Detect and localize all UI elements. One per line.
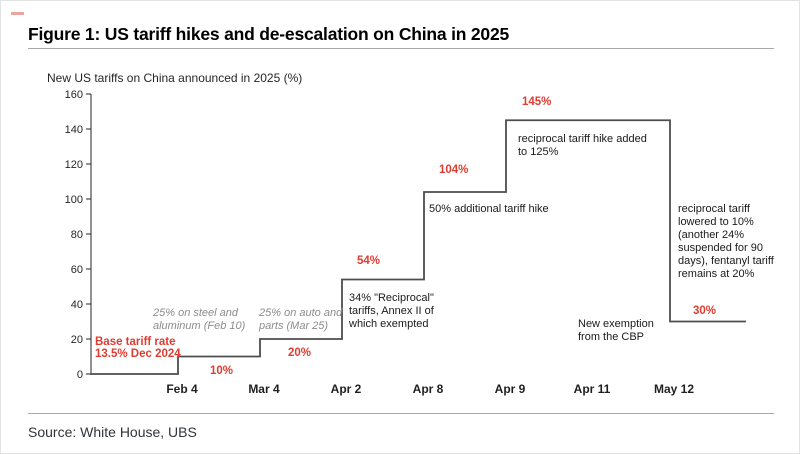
- y-tick-label: 100: [65, 194, 83, 206]
- y-tick-label: 20: [71, 334, 83, 346]
- y-tick-label: 0: [77, 369, 83, 381]
- chart-axis-title: New US tariffs on China announced in 202…: [47, 71, 303, 85]
- label-base-rate: Base tariff rate 13.5% Dec 2024: [95, 336, 181, 360]
- tariff-step-series: [91, 119, 746, 375]
- y-tick-label: 120: [65, 159, 83, 171]
- source-text: Source: White House, UBS: [28, 424, 197, 440]
- note-reciprocal-34: 34% "Reciprocal" tariffs, Annex II of wh…: [349, 292, 434, 330]
- x-axis-label: Apr 9: [495, 382, 526, 396]
- y-tick-label: 140: [65, 124, 83, 136]
- note-hike-to-125: reciprocal tariff hike added to 125%: [518, 133, 647, 158]
- note-additional-50: 50% additional tariff hike: [429, 203, 549, 215]
- y-tick-label: 60: [71, 264, 83, 276]
- note-tariff-lowered: reciprocal tariff lowered to 10% (anothe…: [678, 203, 774, 280]
- x-axis-label: Feb 4: [166, 382, 198, 396]
- x-axis-label: Mar 4: [248, 382, 280, 396]
- y-tick-label: 80: [71, 229, 83, 241]
- x-axis-label: Apr 2: [331, 382, 362, 396]
- note-steel-aluminum: 25% on steel and aluminum (Feb 10): [153, 307, 246, 332]
- x-axis-label: Apr 8: [413, 382, 444, 396]
- label-104pct: 104%: [439, 164, 469, 176]
- figure-title: Figure 1: US tariff hikes and de-escalat…: [28, 24, 510, 44]
- x-axis-label: May 12: [654, 382, 694, 396]
- note-cbp-exemption: New exemption from the CBP: [578, 318, 654, 343]
- red-dash-decoration: [11, 12, 24, 15]
- x-axis-label: Apr 11: [574, 382, 611, 396]
- y-tick-label: 40: [71, 299, 83, 311]
- label-20pct: 20%: [288, 347, 312, 359]
- label-54pct: 54%: [357, 255, 381, 267]
- label-30pct: 30%: [693, 305, 717, 317]
- title-divider: [28, 48, 774, 49]
- y-tick-label: 160: [65, 89, 83, 101]
- step-line-plot: 0 20 40 60 80 100 120 140 160 Feb 4 Mar 4 Apr 2 Apr …: [65, 89, 746, 396]
- source-divider: [28, 413, 774, 414]
- label-145pct: 145%: [522, 96, 552, 108]
- label-10pct: 10%: [210, 365, 234, 377]
- note-auto-parts: 25% on auto and parts (Mar 25): [259, 307, 343, 332]
